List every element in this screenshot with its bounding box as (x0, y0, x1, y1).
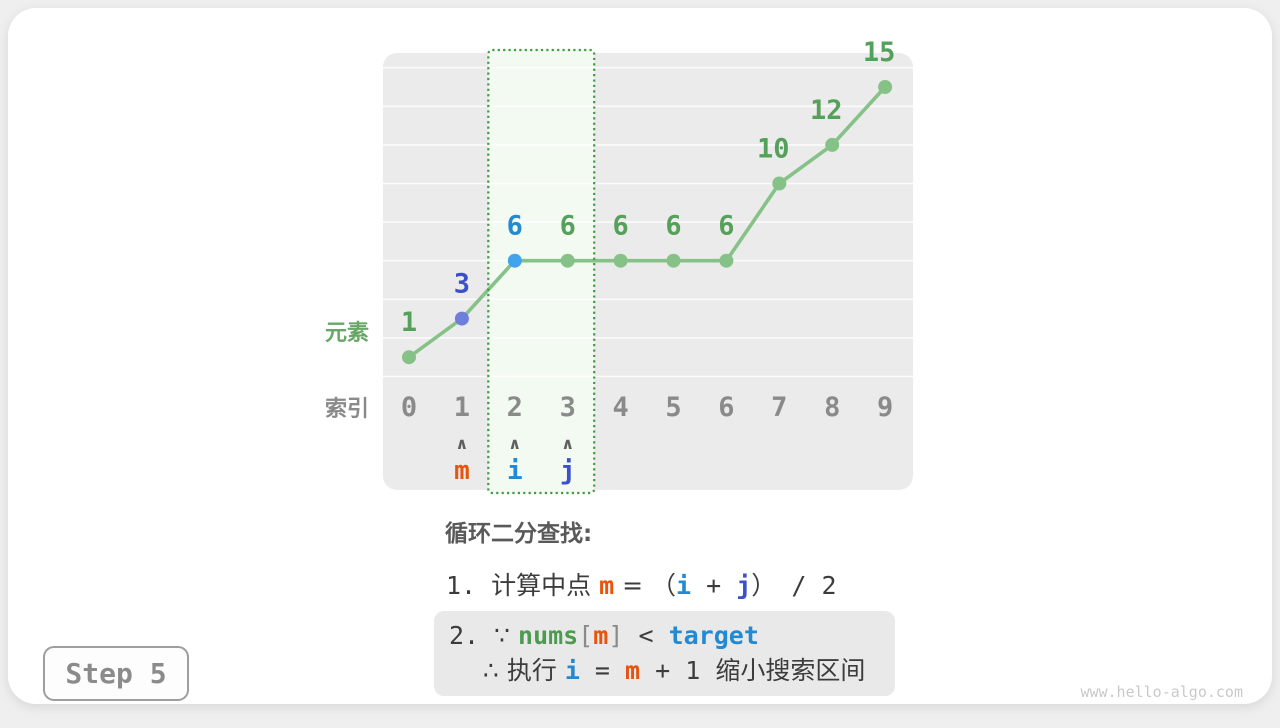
conclusion-line-action: ∴ 执行 i = m + 1 缩小搜索区间 (449, 653, 895, 688)
operator: = （ (614, 571, 677, 600)
because-symbol: ∵ (494, 621, 519, 650)
value-label: 6 (665, 211, 681, 242)
operator: = (579, 656, 626, 685)
index-label: 9 (877, 392, 893, 423)
pointer-arrow-j-icon: ∧ (561, 434, 574, 453)
value-label: 15 (863, 37, 896, 68)
operator: / 2 (776, 571, 837, 600)
value-label: 1 (401, 307, 417, 338)
text-cjk: 缩小搜索区间 (715, 656, 866, 685)
value-label: 6 (612, 211, 628, 242)
var-target: target (668, 621, 759, 650)
var-m: m (599, 571, 615, 600)
index-label: 6 (718, 392, 734, 423)
data-point-3 (560, 253, 575, 268)
figure-card: 1 0 3 1 6 2 6 3 6 4 6 5 6 6 10 7 12 8 15 9 元素 索引 ∧ m ∧ i ∧ j 循环二分查找… (8, 8, 1272, 704)
index-label: 2 (507, 392, 523, 423)
var-m: m (625, 656, 641, 685)
index-label: 1 (454, 392, 470, 423)
value-label: 12 (810, 95, 843, 126)
var-m: m (593, 621, 609, 650)
data-point-7 (772, 176, 787, 191)
list-number: 2. (449, 621, 495, 650)
data-point-2 (507, 253, 522, 268)
var-j: j (736, 571, 752, 600)
bracket: [ (578, 621, 594, 650)
search-interval-border (487, 48, 596, 495)
index-label: 8 (824, 392, 840, 423)
pointer-label-j: j (560, 456, 576, 486)
step-badge-label: Step 5 (65, 657, 167, 690)
value-label: 6 (507, 211, 523, 242)
formula-line-midpoint: 1. 计算中点 m = （i + j） / 2 (446, 566, 837, 602)
step-badge: Step 5 (43, 646, 189, 701)
var-i: i (564, 656, 580, 685)
operator: < (623, 621, 669, 650)
pointer-label-i: i (507, 456, 523, 486)
data-point-0 (402, 350, 416, 365)
value-label: 6 (560, 211, 576, 242)
data-point-4 (613, 253, 628, 268)
var-i: i (676, 571, 692, 600)
value-label: 3 (454, 269, 470, 300)
therefore-text: ∴ 执行 (483, 656, 565, 685)
data-point-9 (878, 80, 893, 94)
conclusion-line-condition: 2. ∵ nums[m] < target (449, 618, 895, 653)
watermark: www.hello-algo.com (1080, 683, 1243, 701)
data-point-8 (825, 137, 840, 152)
y-axis-label: 元素 (325, 320, 369, 346)
index-label: 0 (401, 392, 417, 423)
data-point-1 (454, 311, 469, 326)
pointer-arrow-i-icon: ∧ (508, 434, 521, 453)
caption-heading: 循环二分查找: (445, 521, 593, 547)
var-nums: nums (518, 621, 579, 650)
index-label: 5 (665, 392, 681, 423)
pointer-arrow-m-icon: ∧ (455, 434, 468, 453)
operator: + 1 (640, 656, 716, 685)
bracket: ] (608, 621, 624, 650)
value-label: 10 (757, 134, 790, 165)
index-label: 7 (771, 392, 787, 423)
value-label: 6 (718, 211, 734, 242)
search-interval-highlight (488, 50, 595, 493)
data-point-6 (719, 253, 734, 268)
index-label: 3 (560, 392, 576, 423)
list-number: 1. (446, 571, 492, 600)
text-cjk: 计算中点 (491, 571, 600, 600)
pointer-label-m: m (454, 456, 470, 486)
conclusion-box: 2. ∵ nums[m] < target ∴ 执行 i = m + 1 缩小搜… (434, 611, 895, 696)
x-axis-label: 索引 (325, 397, 369, 422)
operator: + (691, 571, 737, 600)
index-label: 4 (612, 392, 628, 423)
operator: ） (751, 571, 777, 600)
data-point-5 (666, 253, 681, 268)
